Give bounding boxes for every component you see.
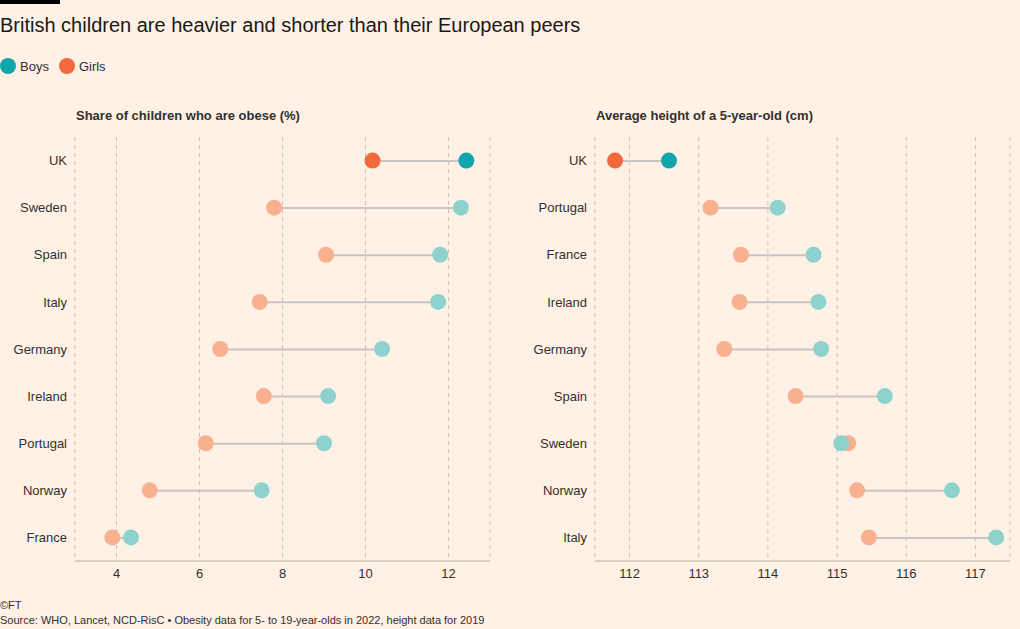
svg-text:Ireland: Ireland — [27, 389, 67, 404]
svg-text:114: 114 — [758, 566, 779, 581]
svg-text:Italy: Italy — [43, 295, 67, 310]
svg-text:10: 10 — [358, 566, 372, 581]
html-text:Girls: Girls — [78, 58, 106, 74]
html-text:Share of children who are obes: Share of children who are obese (%) — [76, 108, 300, 123]
svg-text:France: France — [547, 247, 587, 262]
svg-text:115: 115 — [827, 566, 848, 581]
svg-text:Spain: Spain — [554, 389, 587, 404]
svg-text:UK: UK — [49, 153, 67, 168]
svg-text:Spain: Spain — [34, 247, 67, 262]
svg-text:Sweden: Sweden — [20, 200, 67, 215]
svg-text:Germany: Germany — [534, 342, 588, 357]
svg-text:8: 8 — [279, 566, 286, 581]
svg-text:117: 117 — [965, 566, 986, 581]
html-text:Source: WHO, Lancet, NCD-RisC: Source: WHO, Lancet, NCD-RisC • Obesity … — [0, 614, 485, 626]
svg-text:6: 6 — [196, 566, 203, 581]
svg-text:Norway: Norway — [543, 483, 588, 498]
svg-text:Portugal: Portugal — [539, 200, 588, 215]
html-text:Average height of a 5-year-old: Average height of a 5-year-old (cm) — [596, 108, 813, 123]
svg-text:Germany: Germany — [14, 342, 68, 357]
html-text:Boys: Boys — [20, 58, 49, 74]
svg-text:Portugal: Portugal — [19, 436, 68, 451]
svg-text:France: France — [27, 530, 67, 545]
svg-text:116: 116 — [896, 566, 917, 581]
svg-text:Italy: Italy — [563, 530, 587, 545]
svg-text:Sweden: Sweden — [540, 436, 587, 451]
svg-text:12: 12 — [441, 566, 455, 581]
svg-text:Norway: Norway — [23, 483, 68, 498]
svg-text:4: 4 — [113, 566, 120, 581]
html-text:©FT: ©FT — [0, 599, 22, 611]
html-text:British children are heavier a: British children are heavier and shorter… — [0, 14, 581, 36]
svg-text:Ireland: Ireland — [547, 295, 587, 310]
svg-text:UK: UK — [569, 153, 587, 168]
svg-text:113: 113 — [688, 566, 709, 581]
svg-text:112: 112 — [619, 566, 640, 581]
